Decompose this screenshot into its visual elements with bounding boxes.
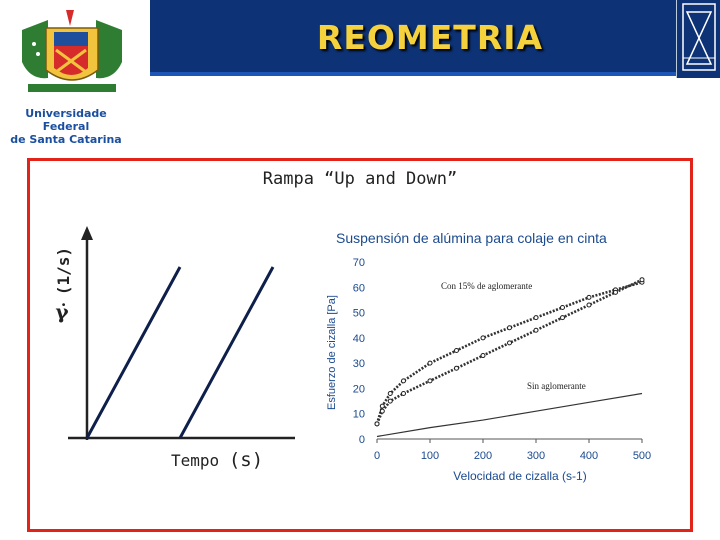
y-tick-label: 60 — [353, 282, 365, 294]
data-point — [533, 315, 539, 321]
data-point — [639, 277, 645, 283]
y-tick-label: 0 — [359, 434, 365, 446]
content-frame — [27, 158, 693, 532]
x-tick-label: 500 — [633, 450, 651, 462]
data-point — [454, 365, 459, 371]
ramp-title: Rampa “Up and Down” — [262, 169, 458, 189]
data-point — [387, 390, 393, 396]
series-label-con-aglomerante: Con 15% de aglomerante — [441, 281, 532, 291]
plot-x-label: Velocidad de cizalla (s-1) — [453, 469, 587, 483]
plot-title: Suspensión de alúmina para colaje en cin… — [336, 230, 607, 246]
data-point — [387, 398, 393, 404]
ramp-line-1 — [85, 266, 182, 439]
coat-of-arms-icon — [22, 10, 122, 92]
x-tick-label: 100 — [421, 450, 439, 462]
y-tick-label: 10 — [353, 409, 365, 421]
y-tick-label: 30 — [353, 358, 365, 370]
data-point — [401, 390, 406, 396]
data-point — [613, 289, 618, 295]
ramp-y-arrow — [81, 226, 93, 240]
data-point — [379, 408, 385, 414]
data-point — [586, 302, 592, 308]
data-point — [374, 421, 380, 427]
data-point — [586, 294, 592, 300]
data-point — [480, 353, 486, 359]
x-tick-label: 200 — [474, 450, 492, 462]
data-point — [427, 360, 433, 366]
series-label-sin-aglomerante: Sin aglomerante — [527, 381, 586, 391]
y-tick-label: 20 — [353, 383, 365, 395]
y-tick-label: 50 — [353, 308, 365, 320]
university-name: Universidade Federal de Santa Catarina — [10, 107, 122, 146]
data-point — [480, 335, 486, 341]
data-point — [533, 327, 539, 333]
data-point — [560, 315, 565, 321]
data-point — [427, 378, 433, 384]
series-line-1 — [375, 280, 643, 425]
data-point — [454, 348, 459, 353]
data-point — [379, 403, 385, 409]
data-point — [507, 340, 512, 346]
x-tick-label: 0 — [374, 450, 380, 462]
rheology-plot-panel — [318, 227, 660, 487]
x-tick-label: 400 — [580, 450, 598, 462]
seal-emblem — [676, 0, 720, 78]
slide-title: REOMETRIA — [316, 18, 544, 57]
series-line-2 — [375, 278, 643, 425]
y-tick-label: 40 — [353, 333, 365, 345]
ramp-x-label: Tempo (s) — [171, 449, 264, 471]
header-underline — [0, 72, 720, 76]
university-logo: Universidade Federal de Santa Catarina — [0, 0, 150, 150]
series-line-3 — [376, 392, 643, 438]
seal-icon — [682, 3, 716, 71]
ramp-line-2 — [178, 266, 275, 439]
data-point — [507, 325, 512, 331]
x-tick-label: 300 — [527, 450, 545, 462]
data-point — [560, 305, 565, 311]
y-tick-label: 70 — [353, 257, 365, 269]
data-point — [401, 378, 406, 384]
